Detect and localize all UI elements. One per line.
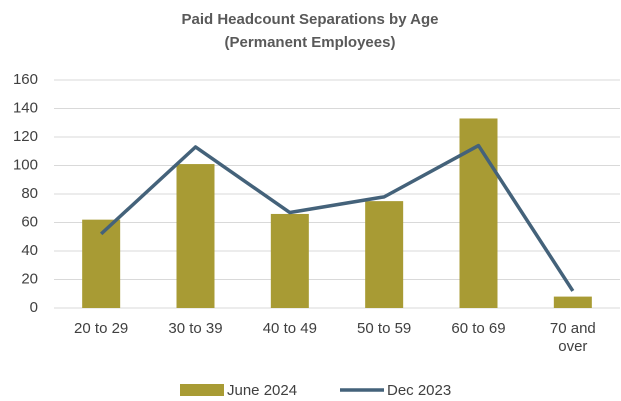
x-tick-label: 20 to 29: [74, 320, 129, 337]
bar: [270, 213, 309, 308]
bar: [459, 118, 498, 308]
line: [99, 143, 575, 292]
x-tick-label: 40 to 49: [262, 320, 317, 337]
y-tick-label: 100: [13, 156, 38, 173]
y-tick-label: 80: [21, 185, 38, 202]
y-tick-label: 160: [13, 71, 38, 88]
y-tick-label: 120: [13, 128, 38, 145]
y-tick-label: 20: [21, 270, 38, 287]
x-tick-label: 70 and over: [549, 320, 596, 355]
y-tick-label: 140: [13, 99, 38, 116]
x-tick-label: 30 to 39: [168, 320, 223, 337]
chart-title: Paid Headcount Separations by Age: [182, 11, 439, 28]
y-tick-label: 0: [30, 299, 38, 316]
y-tick-label: 40: [21, 242, 38, 259]
legend-label: Dec 2023: [387, 382, 451, 399]
x-tick-label: 50 to 59: [357, 320, 412, 337]
bar: [553, 296, 592, 308]
legend-swatch: [180, 384, 224, 396]
bar: [82, 219, 121, 308]
chart-subtitle: (Permanent Employees): [225, 34, 396, 51]
bar: [176, 164, 215, 308]
bar: [365, 201, 404, 308]
legend-label: June 2024: [227, 382, 297, 399]
y-tick-label: 60: [21, 213, 38, 230]
x-tick-label: 60 to 69: [451, 320, 506, 337]
